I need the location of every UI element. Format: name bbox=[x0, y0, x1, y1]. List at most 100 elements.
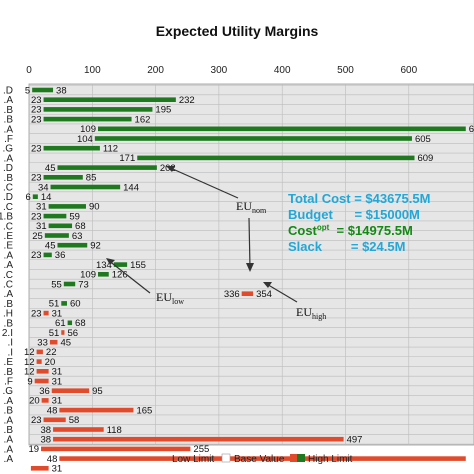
low-value-label-16: 45 bbox=[45, 241, 56, 252]
eu-nom-label: EUnom bbox=[236, 199, 267, 215]
low-value-label-26: 33 bbox=[37, 338, 48, 349]
low-value-label-31: 36 bbox=[39, 386, 50, 397]
high-value-label-13: 59 bbox=[69, 211, 80, 222]
x-tick-label-1: 100 bbox=[84, 65, 101, 76]
row-label-0: .D bbox=[3, 86, 13, 97]
grid bbox=[29, 84, 474, 445]
high-value-label-31: 95 bbox=[92, 386, 103, 397]
high-value-label-35: 118 bbox=[107, 425, 122, 436]
total-cost-text: Total Cost = $43675.5M bbox=[288, 191, 430, 206]
bar-3 bbox=[43, 116, 132, 122]
row-label-7: .A bbox=[4, 153, 14, 164]
bar-34 bbox=[43, 417, 66, 423]
legend-high-label: High Limit bbox=[308, 454, 353, 465]
bar-10 bbox=[50, 184, 121, 190]
row-label-19: .C bbox=[3, 270, 13, 281]
low-value-label-0: 5 bbox=[25, 85, 30, 96]
high-value-label-15: 63 bbox=[72, 231, 83, 242]
eu-nom-arrowhead-2 bbox=[246, 263, 254, 272]
low-value-label-34: 23 bbox=[31, 415, 42, 426]
low-value-label-24: 61 bbox=[55, 318, 66, 329]
row-label-12: .C bbox=[3, 202, 13, 213]
bar-28 bbox=[36, 359, 42, 364]
high-value-label-23: 31 bbox=[52, 308, 63, 319]
row-label-1: .A bbox=[4, 95, 14, 106]
row-label-36: .A bbox=[4, 435, 14, 446]
low-value-label-38: 48 bbox=[47, 454, 58, 465]
high-value-label-39: 31 bbox=[52, 464, 63, 474]
row-label-5: .F bbox=[4, 134, 13, 145]
bar-39 bbox=[30, 466, 49, 471]
bar-2 bbox=[43, 107, 153, 112]
high-value-label-26: 45 bbox=[60, 338, 71, 349]
slack-text: Slack = $24.5M bbox=[288, 239, 405, 254]
high-value-label-8: 202 bbox=[160, 163, 176, 174]
eu-high-arrow bbox=[264, 282, 298, 303]
low-value-label-35: 38 bbox=[40, 425, 51, 436]
low-value-label-36: 38 bbox=[40, 435, 51, 446]
x-axis-ticks: 0 100 200 300 400 500 600 bbox=[26, 65, 417, 76]
legend: Low Limit Base Value High Limit bbox=[172, 453, 353, 465]
row-label-14: .C bbox=[3, 221, 13, 232]
row-label-18: .A bbox=[4, 260, 14, 271]
high-value-label-22: 60 bbox=[70, 299, 81, 310]
eu-high-arrowhead bbox=[263, 282, 272, 288]
x-tick-label-0: 0 bbox=[26, 65, 32, 76]
high-value-label-6: 112 bbox=[103, 144, 118, 155]
low-value-label-7: 171 bbox=[119, 153, 135, 164]
eu-low-arrow bbox=[107, 259, 151, 294]
x-tick-label-3: 300 bbox=[211, 65, 228, 76]
legend-base-swatch bbox=[290, 454, 298, 462]
bars bbox=[30, 87, 466, 471]
bar-23 bbox=[43, 310, 49, 316]
low-value-label-13: 23 bbox=[31, 211, 42, 222]
low-value-label-1: 23 bbox=[31, 95, 42, 106]
eu-low-label: EUlow bbox=[156, 290, 184, 306]
budget-text: Budget = $15000M bbox=[288, 207, 420, 222]
row-label-2: .B bbox=[4, 105, 14, 116]
bar-19 bbox=[97, 272, 109, 277]
high-value-label-10: 144 bbox=[123, 182, 139, 193]
row-label-30: .F bbox=[4, 377, 13, 388]
bar-20 bbox=[63, 281, 76, 287]
low-value-label-6: 23 bbox=[31, 144, 42, 155]
row-label-24: .B bbox=[4, 318, 14, 329]
row-label-38: .A bbox=[4, 454, 14, 465]
high-value-label-0: 38 bbox=[56, 85, 67, 96]
bar-36 bbox=[53, 436, 344, 442]
row-label-8: .D bbox=[3, 163, 13, 174]
eu-nom-arrow-2 bbox=[248, 217, 251, 269]
eu-nom-arrow bbox=[165, 165, 239, 199]
high-value-label-30: 31 bbox=[52, 376, 63, 387]
low-value-label-29: 12 bbox=[24, 367, 35, 378]
legend-high-swatch bbox=[297, 454, 305, 462]
low-value-label-22: 51 bbox=[49, 299, 60, 310]
bar-31 bbox=[51, 388, 90, 393]
bar-13 bbox=[43, 213, 67, 219]
x-tick-label-6: 600 bbox=[400, 65, 417, 76]
low-value-label-15: 25 bbox=[32, 231, 43, 242]
bar-22 bbox=[61, 301, 67, 306]
bar-11 bbox=[32, 194, 38, 199]
high-value-label-34: 58 bbox=[69, 415, 80, 426]
chart-title: Expected Utility Margins bbox=[156, 23, 319, 39]
high-value-label-2: 195 bbox=[155, 105, 171, 116]
bar-6 bbox=[43, 145, 100, 151]
bar-7 bbox=[137, 155, 415, 161]
bar-26 bbox=[49, 339, 58, 345]
high-value-label-12: 90 bbox=[89, 202, 100, 213]
bar-5 bbox=[94, 136, 412, 141]
row-label-13: 1.B bbox=[0, 212, 13, 223]
low-value-label-12: 31 bbox=[36, 202, 47, 213]
bar-15 bbox=[44, 233, 69, 238]
high-value-label-28: 20 bbox=[45, 357, 56, 368]
value-labels: 5382323223195231621096710460523112171609… bbox=[24, 85, 474, 474]
row-label-27: .I bbox=[7, 347, 13, 358]
row-label-34: .A bbox=[4, 415, 14, 426]
low-value-label-11: 6 bbox=[26, 192, 31, 203]
row-label-20: .C bbox=[3, 280, 13, 291]
bar-30 bbox=[34, 378, 49, 384]
low-value-label-2: 23 bbox=[31, 105, 42, 116]
row-label-29: .B bbox=[4, 367, 14, 378]
